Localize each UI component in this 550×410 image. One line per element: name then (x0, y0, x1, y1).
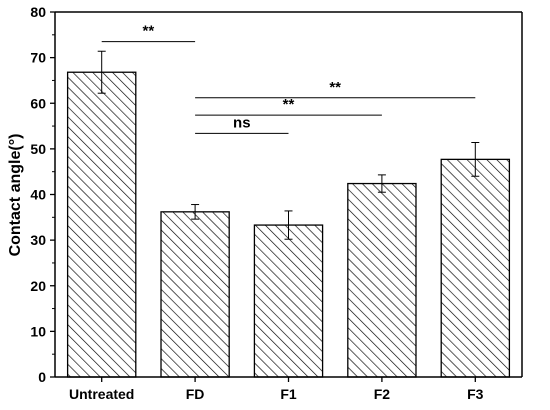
y-tick-label: 80 (30, 4, 46, 20)
error-bar-fd (191, 204, 200, 220)
significance-label: ** (143, 23, 155, 40)
x-tick-label: F3 (467, 386, 484, 402)
y-tick-label: 40 (30, 187, 46, 203)
significance-label: ** (329, 79, 341, 96)
bar-f3 (440, 158, 511, 378)
significance-label: ns (233, 114, 251, 131)
y-axis-title: Contact angle(°) (7, 134, 24, 257)
error-bar-f2 (377, 174, 386, 193)
error-bar-untreated (97, 50, 106, 94)
significance-bracket: ** (195, 79, 476, 99)
significance-brackets: ** ** ** ns (101, 23, 476, 134)
y-tick-label: 10 (30, 323, 46, 339)
x-tick-label: F1 (280, 386, 297, 402)
error-bar-f1 (284, 210, 293, 240)
bar-untreated (66, 71, 137, 378)
x-ticks: Untreated FD F1 F2 F3 (69, 377, 484, 402)
y-tick-label: 0 (38, 369, 46, 385)
significance-bracket: ns (195, 114, 289, 134)
significance-bracket: ** (101, 23, 196, 43)
x-tick-label: F2 (374, 386, 391, 402)
y-tick-label: 30 (30, 232, 46, 248)
error-bars (97, 50, 480, 240)
significance-bracket: ** (195, 96, 382, 116)
error-bar-f3 (471, 141, 480, 177)
y-tick-label: 20 (30, 278, 46, 294)
y-tick-label: 70 (30, 50, 46, 66)
significance-label: ** (283, 96, 295, 113)
bar-f1 (253, 224, 324, 378)
x-tick-label: FD (186, 386, 205, 402)
bar-f2 (347, 182, 417, 378)
y-tick-label: 60 (30, 95, 46, 111)
x-tick-label: Untreated (69, 386, 134, 402)
y-tick-label: 50 (30, 141, 46, 157)
bar-fd (160, 211, 230, 378)
y-ticks: 0 10 20 30 40 50 60 70 80 (30, 4, 55, 385)
